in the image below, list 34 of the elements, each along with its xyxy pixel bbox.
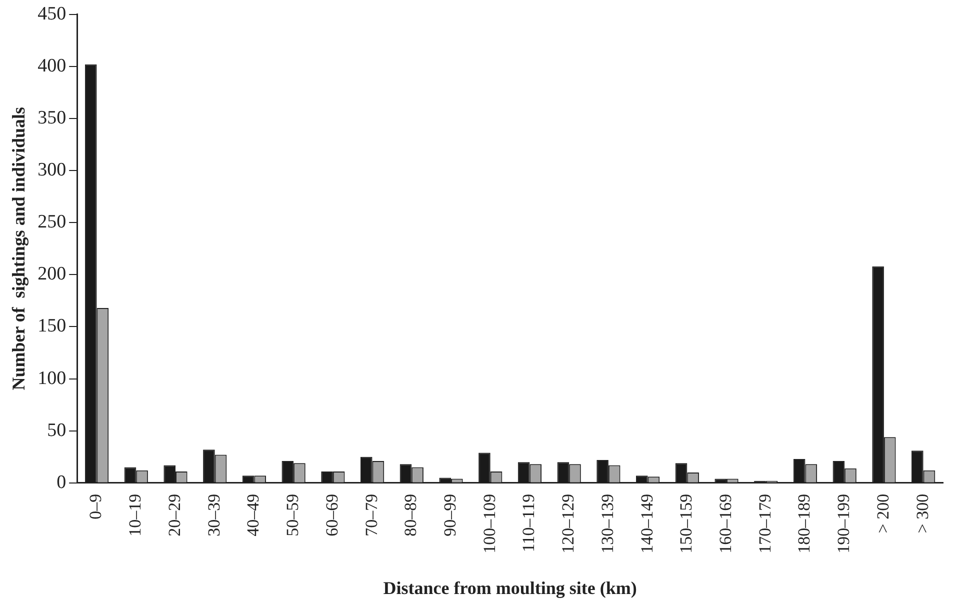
x-tick-label: 40–49 <box>244 494 263 536</box>
y-tick-label: 0 <box>56 472 66 493</box>
x-tick-label: 10–19 <box>126 494 145 536</box>
y-tick-label: 200 <box>38 264 66 285</box>
y-axis-title: Number of sightings and individuals <box>8 107 28 390</box>
y-tick-label: 350 <box>38 107 66 128</box>
x-tick-label: 170–179 <box>755 494 774 554</box>
x-axis-title: Distance from moulting site (km) <box>383 578 637 598</box>
x-tick-label: > 200 <box>873 494 892 534</box>
x-tick-label: 100–109 <box>480 494 499 554</box>
x-tick-label: 70–79 <box>362 494 381 536</box>
y-tick-label: 100 <box>38 368 66 389</box>
x-tick-label: 50–59 <box>283 494 302 536</box>
y-tick-label: 150 <box>38 316 66 337</box>
x-tick-label: 90–99 <box>440 494 460 536</box>
x-tick-label: > 300 <box>912 494 932 534</box>
x-tick-label: 180–189 <box>794 494 814 554</box>
y-tick-label: 50 <box>47 420 66 441</box>
x-tick-label: 150–159 <box>676 494 696 554</box>
x-tick-label: 80–89 <box>401 494 420 536</box>
x-tick-label: 0–9 <box>86 494 106 520</box>
x-tick-label: 60–69 <box>322 494 342 536</box>
y-tick-label: 450 <box>38 3 66 24</box>
y-tick-label: 300 <box>38 160 66 181</box>
x-tick-label: 110–119 <box>519 494 538 552</box>
x-tick-label: 20–29 <box>164 494 184 536</box>
x-tick-label: 120–129 <box>558 494 578 554</box>
x-tick-label: 140–149 <box>637 494 656 554</box>
x-tick-label: 30–39 <box>204 494 224 536</box>
y-tick-label: 250 <box>38 212 66 233</box>
x-tick-label: 190–199 <box>834 494 854 554</box>
x-tick-label: 160–169 <box>716 494 735 554</box>
y-tick-label: 400 <box>38 55 66 76</box>
x-tick-label: 130–139 <box>598 494 617 554</box>
